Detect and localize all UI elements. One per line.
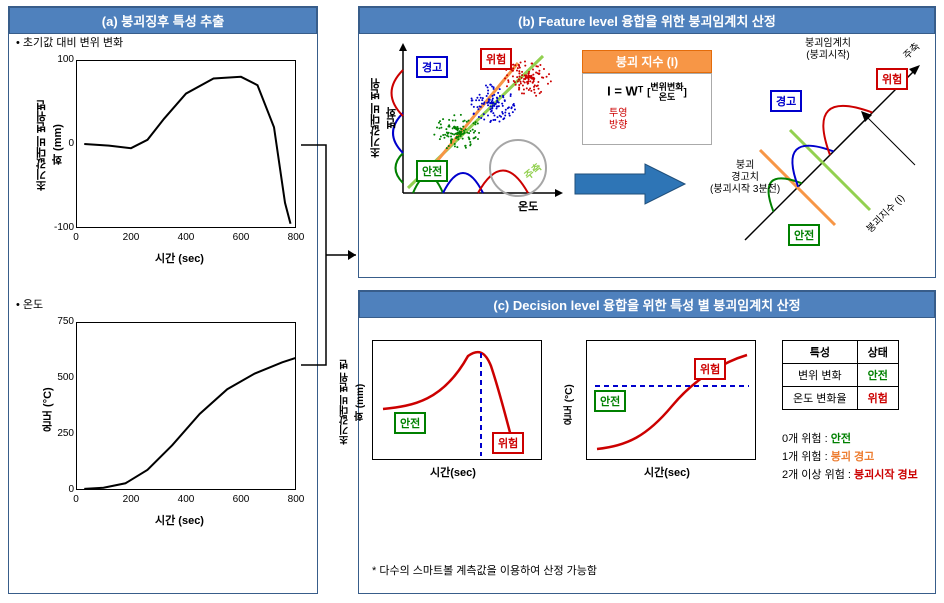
proj: 투영: [609, 108, 627, 119]
panel-a-sub2: • 온도: [16, 296, 43, 312]
r2c1: 온도 변화율: [783, 387, 858, 410]
th1: 특성: [783, 341, 858, 364]
c2-danger: 위험: [694, 358, 726, 380]
vec2: 온도: [659, 92, 676, 102]
scatter-ylabel: 초기값대비 변위변화: [368, 73, 400, 163]
l2a: 1개 위험 :: [782, 451, 831, 463]
formula-vec: 변위변화온도: [650, 82, 683, 102]
ylabel2-text: 온도 (°C): [42, 388, 54, 433]
c1-ylabel: 초기값대비 변위 변화 (mm): [338, 355, 368, 450]
tag-safe-b2: 안전: [788, 224, 820, 246]
l1b: 안전: [831, 433, 851, 445]
sub2-label: 온도: [23, 299, 43, 311]
formula-box: I = Wᵀ [변위변화온도] 투영 방향: [582, 73, 712, 145]
l3b: 붕괴시작 경보: [854, 469, 918, 481]
tag-danger-b: 위험: [480, 48, 512, 70]
tag-warn-b2: 경고: [770, 90, 802, 112]
c1-xlabel: 시간(sec): [430, 464, 476, 480]
formula-area: 붕괴 지수 (I) I = Wᵀ [변위변화온도] 투영 방향: [582, 50, 712, 145]
vec1: 변위변화: [650, 82, 683, 92]
tag-danger-b2: 위험: [876, 68, 908, 90]
c1-safe: 안전: [394, 412, 426, 434]
chart-c2: 온도 (°C) 시간(sec) 안전 위험: [586, 340, 756, 460]
table-area: 특성상태 변위 변화안전 온도 변화율위험: [782, 340, 899, 410]
status-table: 특성상태 변위 변화안전 온도 변화율위험: [782, 340, 899, 410]
tag-warn-b: 경고: [416, 56, 448, 78]
l2b: 붕괴 경고: [831, 451, 875, 463]
th2: 상태: [857, 341, 898, 364]
t1-text: 붕괴임계치 (붕괴시작): [805, 38, 851, 61]
formula-body: I = Wᵀ [변위변화온도]: [591, 82, 703, 102]
tag-safe-b: 안전: [416, 160, 448, 182]
legend-area: 0개 위험 : 안전 1개 위험 : 붕괴 경고 2개 이상 위험 : 붕괴시작…: [782, 430, 918, 484]
panel-c-title: (c) Decision level 융합을 위한 특성 별 붕괴임계치 산정: [359, 291, 935, 318]
leg2: 1개 위험 : 붕괴 경고: [782, 448, 918, 466]
b-right-t2: 붕괴 경고치 (붕괴시작 3분전): [710, 160, 780, 196]
t2-text: 붕괴 경고치 (붕괴시작 3분전): [710, 160, 780, 195]
scatter-xlabel: 온도: [518, 198, 538, 214]
r2c2: 위험: [857, 387, 898, 410]
c2-ylabel: 온도 (°C): [562, 375, 577, 435]
panel-a-sub1: • 초기값 대비 변위 변화: [16, 34, 123, 50]
dir: 방향: [609, 120, 627, 131]
l3a: 2개 이상 위험 :: [782, 469, 854, 481]
c2-safe: 안전: [594, 390, 626, 412]
note: * 다수의 스마트볼 계측값을 이용하여 산정 가능함: [372, 562, 597, 578]
r1c2: 안전: [857, 364, 898, 387]
panel-b-title: (b) Feature level 융합을 위한 붕괴임계치 산정: [359, 7, 935, 34]
r1c1: 변위 변화: [783, 364, 858, 387]
arrow-icon: [570, 160, 690, 210]
panel-a-title: (a) 붕괴징후 특성 추출: [9, 7, 317, 34]
leg1: 0개 위험 : 안전: [782, 430, 918, 448]
b-right-t1: 붕괴임계치 (붕괴시작): [805, 38, 851, 62]
c2-xlabel: 시간(sec): [644, 464, 690, 480]
scatter-area: 초기값대비 변위변화 온도 주축: [368, 38, 578, 238]
formula-note: 투영 방향: [609, 108, 703, 132]
chart-a1-line: [76, 60, 296, 228]
l1a: 0개 위험 :: [782, 433, 831, 445]
chart-a2-xlabel: 시간 (sec): [155, 512, 204, 528]
c1-danger: 위험: [492, 432, 524, 454]
formula-title: 붕괴 지수 (I): [582, 50, 712, 73]
sub1-label: 초기값 대비 변위 변화: [23, 37, 123, 49]
chart-a2-line: [76, 322, 296, 490]
leg3: 2개 이상 위험 : 붕괴시작 경보: [782, 466, 918, 484]
chart-a1-xlabel: 시간 (sec): [155, 250, 204, 266]
formula-eq: I = Wᵀ: [607, 83, 643, 98]
root: (a) 붕괴징후 특성 추출 • 초기값 대비 변위 변화 초기값대비 변위변화…: [0, 0, 944, 603]
chart-c1: 초기값대비 변위 변화 (mm) 시간(sec) 안전 위험: [372, 340, 542, 460]
